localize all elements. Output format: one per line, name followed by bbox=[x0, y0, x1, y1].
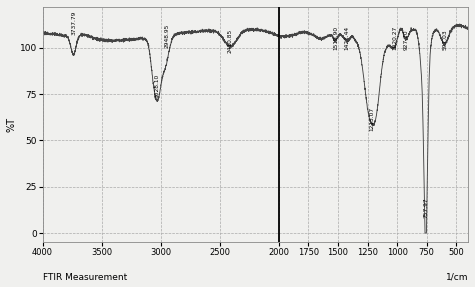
Text: 757.97: 757.97 bbox=[423, 198, 428, 218]
Text: 1519.90: 1519.90 bbox=[333, 26, 338, 50]
Text: 597.03: 597.03 bbox=[442, 29, 447, 50]
Text: 1215.07: 1215.07 bbox=[369, 107, 374, 131]
Text: 3737.79: 3737.79 bbox=[71, 10, 76, 35]
Text: 1421.44: 1421.44 bbox=[345, 26, 350, 50]
Text: 927.70: 927.70 bbox=[403, 29, 408, 50]
Text: 2410.85: 2410.85 bbox=[228, 29, 233, 53]
Text: 2948.95: 2948.95 bbox=[164, 23, 169, 48]
Text: 3028.10: 3028.10 bbox=[155, 73, 160, 98]
Text: 1020.27: 1020.27 bbox=[392, 25, 397, 50]
Y-axis label: %T: %T bbox=[7, 117, 17, 132]
Text: 1/cm: 1/cm bbox=[446, 273, 468, 282]
Text: FTIR Measurement: FTIR Measurement bbox=[43, 273, 127, 282]
